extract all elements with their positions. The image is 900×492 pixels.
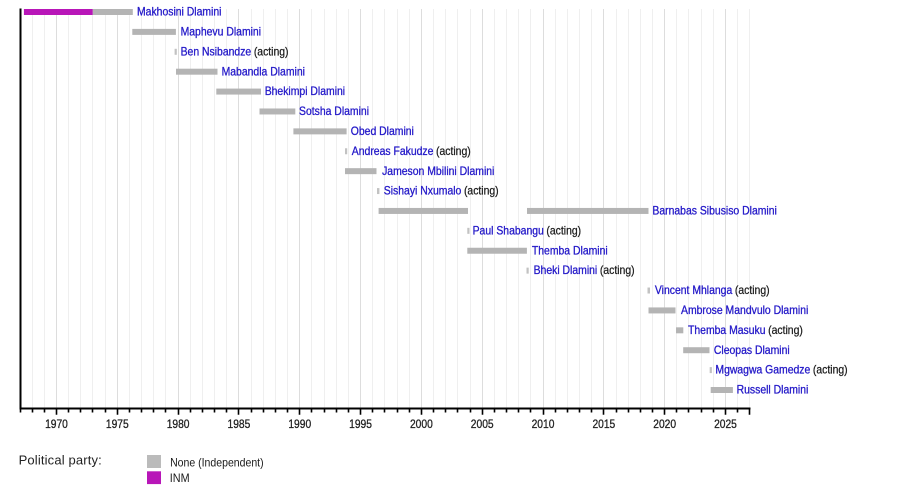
svg-text:1985: 1985	[228, 417, 251, 431]
svg-text:None (Independent): None (Independent)	[170, 456, 264, 470]
svg-text:1975: 1975	[106, 417, 129, 431]
svg-text:2000: 2000	[410, 417, 433, 431]
svg-text:Themba Masuku: Themba Masuku	[688, 324, 766, 337]
svg-text:(acting): (acting)	[464, 185, 499, 198]
svg-text:Political party:: Political party:	[19, 453, 102, 468]
svg-text:Vincent Mhlanga: Vincent Mhlanga	[655, 284, 733, 297]
svg-text:2005: 2005	[471, 417, 494, 431]
svg-text:Maphevu Dlamini: Maphevu Dlamini	[181, 25, 261, 38]
svg-text:2010: 2010	[532, 417, 555, 431]
svg-text:1970: 1970	[45, 417, 68, 431]
svg-text:2025: 2025	[714, 417, 737, 431]
svg-text:Sishayi Nxumalo: Sishayi Nxumalo	[384, 185, 462, 198]
svg-text:Andreas Fakudze: Andreas Fakudze	[352, 145, 434, 158]
svg-text:(acting): (acting)	[254, 45, 289, 58]
svg-text:(acting): (acting)	[735, 284, 770, 297]
svg-text:(acting): (acting)	[768, 324, 803, 337]
svg-text:Bhekimpi Dlamini: Bhekimpi Dlamini	[265, 85, 345, 98]
svg-text:Russell Dlamini: Russell Dlamini	[737, 384, 809, 397]
svg-text:Ambrose Mandvulo Dlamini: Ambrose Mandvulo Dlamini	[681, 304, 808, 317]
svg-text:Ben Nsibandze: Ben Nsibandze	[181, 45, 252, 58]
svg-text:2020: 2020	[653, 417, 676, 431]
svg-text:1995: 1995	[349, 417, 372, 431]
svg-text:Mabandla Dlamini: Mabandla Dlamini	[222, 65, 305, 78]
svg-text:Barnabas Sibusiso Dlamini: Barnabas Sibusiso Dlamini	[652, 205, 776, 218]
svg-text:(acting): (acting)	[436, 145, 471, 158]
svg-text:(acting): (acting)	[600, 264, 635, 277]
svg-text:(acting): (acting)	[546, 224, 581, 237]
svg-text:Paul Shabangu: Paul Shabangu	[473, 224, 544, 237]
svg-text:1990: 1990	[288, 417, 311, 431]
svg-text:Jameson Mbilini Dlamini: Jameson Mbilini Dlamini	[382, 165, 494, 178]
svg-text:INM: INM	[170, 471, 190, 485]
svg-text:Bheki Dlamini: Bheki Dlamini	[534, 264, 598, 277]
svg-text:Obed Dlamini: Obed Dlamini	[351, 125, 414, 138]
svg-text:Themba Dlamini: Themba Dlamini	[532, 244, 608, 257]
svg-text:Mgwagwa Gamedze: Mgwagwa Gamedze	[715, 364, 810, 377]
svg-text:Sotsha Dlamini: Sotsha Dlamini	[299, 105, 369, 118]
svg-text:(acting): (acting)	[813, 364, 848, 377]
svg-text:2015: 2015	[592, 417, 615, 431]
svg-text:Cleopas Dlamini: Cleopas Dlamini	[714, 344, 790, 357]
svg-text:Makhosini Dlamini: Makhosini Dlamini	[137, 6, 221, 19]
svg-text:1980: 1980	[167, 417, 190, 431]
